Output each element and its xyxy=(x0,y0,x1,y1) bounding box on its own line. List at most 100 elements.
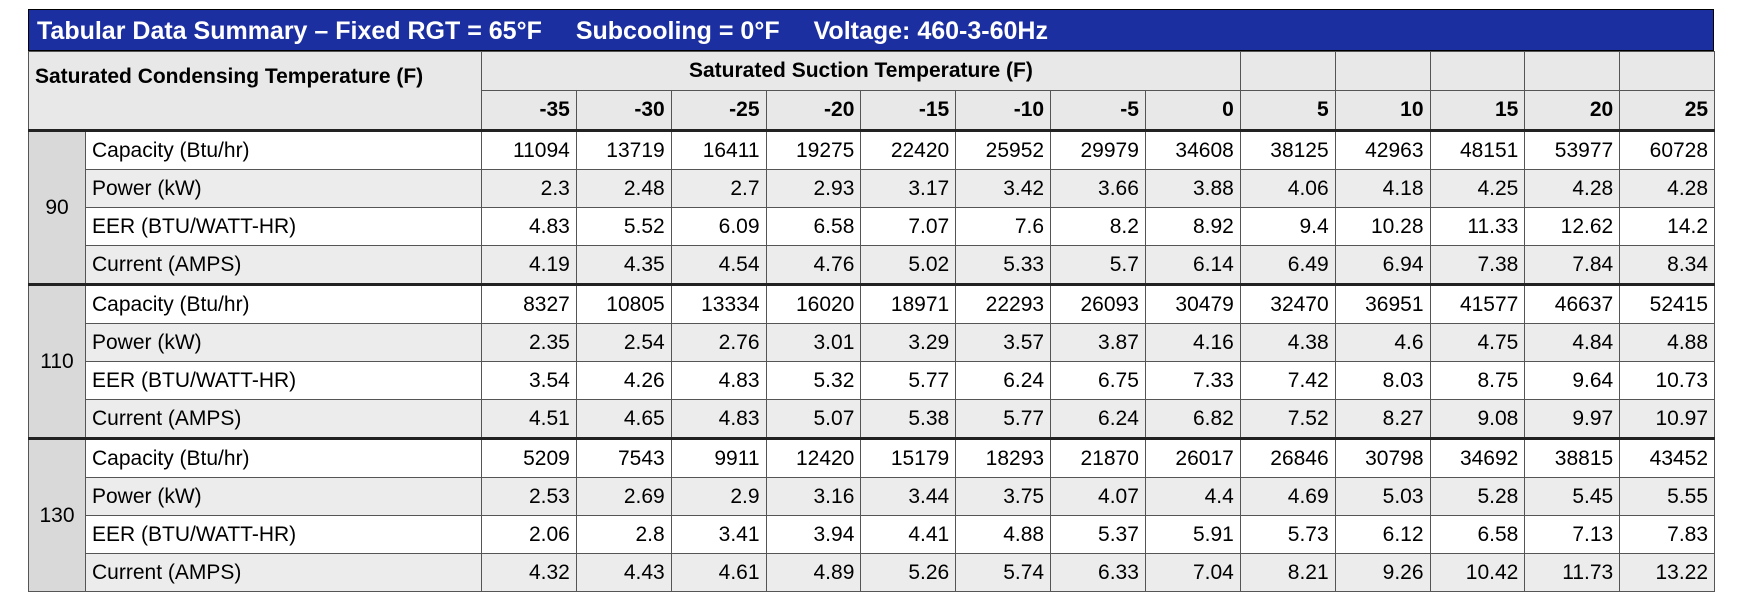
value-cell: 5.38 xyxy=(860,399,957,439)
value-cell: 5.03 xyxy=(1334,477,1431,516)
temperature-header: -15 xyxy=(860,90,957,131)
temperature-header: -20 xyxy=(765,90,862,131)
value-cell: 5.33 xyxy=(955,245,1052,285)
value-cell: 3.16 xyxy=(765,477,862,516)
value-cell: 8.34 xyxy=(1619,245,1716,285)
value-cell: 3.75 xyxy=(955,477,1052,516)
value-cell: 30479 xyxy=(1144,283,1241,324)
value-cell: 7.52 xyxy=(1239,399,1336,439)
temperature-header: -25 xyxy=(670,90,767,131)
value-cell: 2.06 xyxy=(481,515,577,554)
value-cell: 3.29 xyxy=(860,323,957,362)
value-cell: 9.97 xyxy=(1524,399,1621,439)
value-cell: 3.41 xyxy=(670,515,767,554)
value-cell: 3.66 xyxy=(1050,169,1146,208)
value-cell: 2.8 xyxy=(575,515,672,554)
value-cell: 2.69 xyxy=(575,477,672,516)
value-cell: 11.33 xyxy=(1429,207,1526,246)
value-cell: 16020 xyxy=(765,283,862,324)
value-cell: 22420 xyxy=(860,129,957,170)
condensing-temp: 110 xyxy=(28,283,86,439)
row-header: Saturated Condensing Temperature (F) xyxy=(28,51,482,131)
value-cell: 9911 xyxy=(670,437,767,478)
temperature-header: 25 xyxy=(1619,90,1716,131)
value-cell: 4.19 xyxy=(481,245,577,285)
value-cell: 9.08 xyxy=(1429,399,1526,439)
value-cell: 5.45 xyxy=(1524,477,1621,516)
value-cell: 4.32 xyxy=(481,553,577,592)
value-cell: 4.88 xyxy=(955,515,1052,554)
value-cell: 3.94 xyxy=(765,515,862,554)
value-cell: 4.6 xyxy=(1334,323,1431,362)
header-cell xyxy=(1239,51,1336,91)
row-label: Power (kW) xyxy=(85,477,482,516)
value-cell: 10.73 xyxy=(1619,361,1716,400)
value-cell: 6.14 xyxy=(1144,245,1241,285)
value-cell: 3.42 xyxy=(955,169,1052,208)
value-cell: 4.38 xyxy=(1239,323,1336,362)
value-cell: 7543 xyxy=(575,437,672,478)
row-label: Current (AMPS) xyxy=(85,399,482,439)
value-cell: 4.83 xyxy=(670,399,767,439)
data-row: Power (kW) 2.3 2.48 2.7 2.93 3.17 3.42 3.66 3.88… xyxy=(29,169,1716,208)
header-cell xyxy=(1619,51,1716,91)
temperature-header: 10 xyxy=(1334,90,1431,131)
value-cell: 4.83 xyxy=(670,361,767,400)
value-cell: 5.91 xyxy=(1144,515,1241,554)
value-cell: 52415 xyxy=(1619,283,1716,324)
value-cell: 60728 xyxy=(1619,129,1716,170)
value-cell: 4.88 xyxy=(1619,323,1716,362)
value-cell: 3.57 xyxy=(955,323,1052,362)
value-cell: 29979 xyxy=(1050,129,1146,170)
data-row: 130 Capacity (Btu/hr) 5209 7543 9911 12420 151… xyxy=(28,437,1716,592)
value-cell: 8327 xyxy=(481,283,577,324)
value-cell: 2.54 xyxy=(575,323,672,362)
value-cell: 14.2 xyxy=(1619,207,1716,246)
row-label: Current (AMPS) xyxy=(85,553,482,592)
value-cell: 43452 xyxy=(1619,437,1716,478)
value-cell: 18971 xyxy=(860,283,957,324)
value-cell: 6.58 xyxy=(1429,515,1526,554)
data-row: EER (BTU/WATT-HR) 2.06 2.8 3.41 3.94 4.41 4.88… xyxy=(29,515,1716,554)
temperature-header: 0 xyxy=(1144,90,1241,131)
value-cell: 4.43 xyxy=(575,553,672,592)
value-cell: 5209 xyxy=(481,437,577,478)
value-cell: 48151 xyxy=(1429,129,1526,170)
row-label: Capacity (Btu/hr) xyxy=(85,283,482,324)
value-cell: 36951 xyxy=(1334,283,1431,324)
value-cell: 7.42 xyxy=(1239,361,1336,400)
value-cell: 9.26 xyxy=(1334,553,1431,592)
value-cell: 5.74 xyxy=(955,553,1052,592)
data-row: Current (AMPS) 4.51 4.65 4.83 5.07 5.38 5.77 6.… xyxy=(29,399,1716,439)
value-cell: 10.42 xyxy=(1429,553,1526,592)
value-cell: 6.09 xyxy=(670,207,767,246)
header-row: Saturated Condensing Temperature (F) Satu… xyxy=(28,51,1716,131)
row-label: Capacity (Btu/hr) xyxy=(85,129,482,170)
value-cell: 4.76 xyxy=(765,245,862,285)
value-cell: 2.53 xyxy=(481,477,577,516)
value-cell: 5.52 xyxy=(575,207,672,246)
value-cell: 21870 xyxy=(1050,437,1146,478)
condensing-temp: 130 xyxy=(28,437,86,592)
value-cell: 5.07 xyxy=(765,399,862,439)
value-cell: 42963 xyxy=(1334,129,1431,170)
data-table: Saturated Condensing Temperature (F) Satu… xyxy=(28,51,1716,592)
value-cell: 2.7 xyxy=(670,169,767,208)
value-cell: 5.26 xyxy=(860,553,957,592)
temperature-header: 20 xyxy=(1524,90,1621,131)
value-cell: 26846 xyxy=(1239,437,1336,478)
value-cell: 7.38 xyxy=(1429,245,1526,285)
value-cell: 4.28 xyxy=(1619,169,1716,208)
temperature-header: -10 xyxy=(955,90,1052,131)
value-cell: 4.75 xyxy=(1429,323,1526,362)
row-label: Capacity (Btu/hr) xyxy=(85,437,482,478)
title: Tabular Data Summary – Fixed RGT = 65°F xyxy=(37,17,542,45)
value-cell: 5.32 xyxy=(765,361,862,400)
condensing-temp: 90 xyxy=(28,129,86,285)
value-cell: 4.41 xyxy=(860,515,957,554)
value-cell: 34692 xyxy=(1429,437,1526,478)
value-cell: 7.33 xyxy=(1144,361,1241,400)
value-cell: 5.77 xyxy=(860,361,957,400)
value-cell: 10805 xyxy=(575,283,672,324)
header-cell xyxy=(1524,51,1621,91)
